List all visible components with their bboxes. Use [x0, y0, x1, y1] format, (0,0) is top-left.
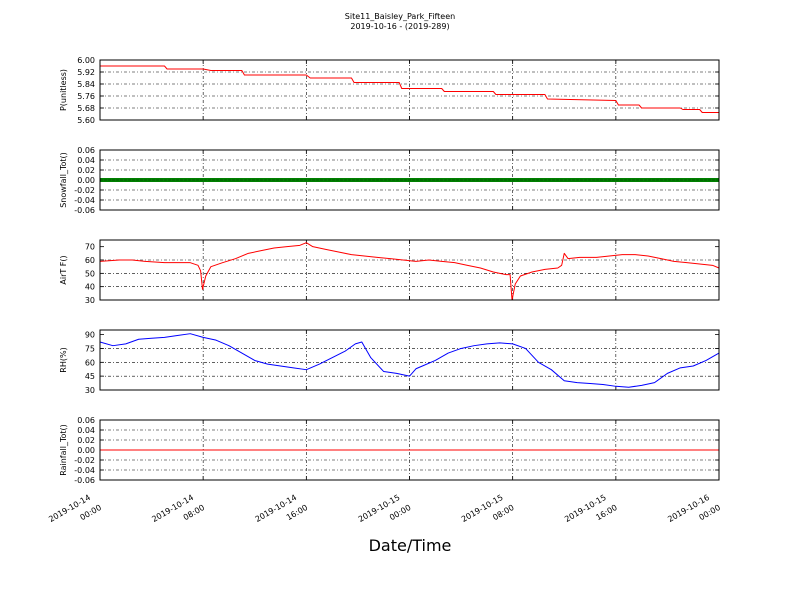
y-tick-label: -0.02 [74, 456, 95, 465]
chart-subtitle: 2019-10-16 - (2019-289) [350, 22, 449, 31]
y-axis-label: Snowfall_Tot() [59, 152, 68, 208]
y-tick-label: -0.04 [74, 196, 95, 205]
y-axis-label: RH(%) [59, 347, 68, 372]
y-tick-label: 50 [85, 269, 95, 278]
x-axis-label: Date/Time [369, 536, 452, 555]
y-tick-label: 5.60 [77, 116, 95, 125]
y-tick-label: 60 [85, 358, 95, 367]
y-tick-label: 0.00 [77, 176, 95, 185]
y-tick-label: -0.04 [74, 466, 95, 475]
y-tick-label: 75 [85, 344, 95, 353]
y-axis-label: AirT F() [59, 255, 68, 284]
y-tick-label: 5.84 [77, 80, 95, 89]
subplot-5: -0.06-0.04-0.020.000.020.040.06 Rainfall_… [59, 416, 720, 485]
y-tick-label: -0.06 [74, 476, 95, 485]
subplot-3: 30 40 50 60 70 AirT F() [59, 239, 720, 305]
subplot-panels: 5.60 5.68 5.76 5.84 5.92 6.00 P(unitless) -0.06… [59, 56, 720, 485]
series-line [99, 333, 720, 388]
y-tick-label: 0.06 [77, 146, 95, 155]
y-tick-label: 30 [85, 296, 95, 305]
axes-frame [99, 419, 720, 481]
y-tick-label: 6.00 [77, 56, 95, 65]
axes-frame [99, 59, 720, 121]
axes-frame [99, 239, 720, 301]
y-tick-label: 5.76 [77, 92, 95, 101]
y-tick-label: 60 [85, 256, 95, 265]
y-tick-label: 40 [85, 283, 95, 292]
y-tick-label: 5.92 [77, 68, 95, 77]
y-tick-label: 0.00 [77, 446, 95, 455]
subplot-1: 5.60 5.68 5.76 5.84 5.92 6.00 P(unitless) [59, 56, 720, 125]
subplot-4: 30 45 60 75 90 RH(%) [59, 329, 720, 395]
y-tick-label: 0.04 [77, 156, 95, 165]
y-axis-label: Rainfall_Tot() [59, 424, 68, 476]
subplot-2: -0.06-0.04-0.020.000.020.040.06 Snowfall_… [59, 146, 720, 215]
y-tick-label: 0.04 [77, 426, 95, 435]
y-tick-label: 45 [85, 372, 95, 381]
y-tick-label: -0.02 [74, 186, 95, 195]
y-tick-label: 70 [85, 243, 95, 252]
y-tick-label: 0.06 [77, 416, 95, 425]
y-tick-label: 0.02 [77, 436, 95, 445]
y-tick-label: 90 [85, 331, 95, 340]
y-axis-label: P(unitless) [59, 69, 68, 111]
chart-title: Site11_Baisley_Park_Fifteen [345, 12, 455, 21]
y-tick-label: 0.02 [77, 166, 95, 175]
y-tick-label: 5.68 [77, 104, 95, 113]
y-tick-label: 30 [85, 386, 95, 395]
series-line [100, 65, 719, 113]
y-tick-label: -0.06 [74, 206, 95, 215]
axes-frame [99, 329, 720, 391]
axes-frame [99, 149, 720, 211]
series-line [99, 242, 720, 301]
